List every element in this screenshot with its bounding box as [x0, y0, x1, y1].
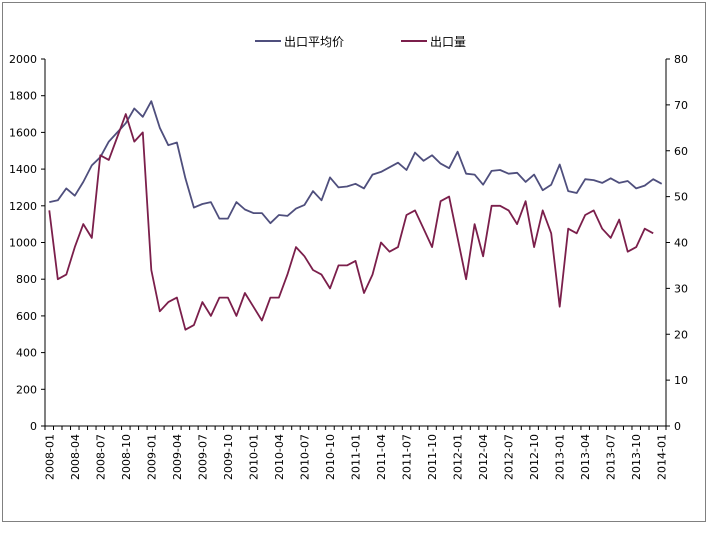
left-tick-label: 600 [16, 310, 37, 323]
right-tick-label: 30 [674, 282, 688, 295]
x-tick-label: 2012-07 [503, 434, 516, 480]
x-tick-label: 2012-10 [528, 434, 541, 480]
x-tick-label: 2008-07 [94, 434, 107, 480]
left-tick-label: 1400 [9, 163, 37, 176]
x-tick-label: 2010-01 [247, 434, 260, 480]
right-tick-label: 40 [674, 237, 688, 250]
left-tick-label: 1000 [9, 237, 37, 250]
x-tick-label: 2012-01 [452, 434, 465, 480]
x-tick-label: 2010-07 [298, 434, 311, 480]
right-tick-label: 50 [674, 191, 688, 204]
x-tick-label: 2012-04 [477, 434, 490, 480]
series-line-avg-price [49, 100, 663, 225]
x-tick-label: 2009-01 [145, 434, 158, 480]
legend-label: 出口量 [430, 35, 466, 49]
left-tick-label: 0 [30, 420, 37, 433]
x-tick-label: 2010-04 [273, 434, 286, 480]
x-tick-label: 2013-10 [630, 434, 643, 480]
x-tick-label: 2008-04 [69, 434, 82, 480]
left-tick-label: 1800 [9, 90, 37, 103]
right-tick-label: 20 [674, 328, 688, 341]
left-tick-label: 1600 [9, 126, 37, 139]
right-tick-label: 0 [674, 420, 681, 433]
ticks: 0 200 400 600 800 1000 1200 1400 1600 1800 2000 0 10… [9, 53, 688, 480]
left-tick-label: 200 [16, 383, 37, 396]
x-tick-label: 2008-01 [43, 434, 56, 480]
x-tick-label: 2013-04 [579, 434, 592, 480]
x-tick-label: 2013-01 [554, 434, 567, 480]
right-tick-label: 70 [674, 99, 688, 112]
left-tick-label: 800 [16, 273, 37, 286]
x-tick-label: 2011-10 [426, 434, 439, 480]
legend: 出口平均价 出口量 [255, 35, 466, 49]
left-tick-label: 400 [16, 347, 37, 360]
x-tick-label: 2011-04 [375, 434, 388, 480]
x-tick-label: 2009-10 [222, 434, 235, 480]
x-tick-label: 2009-07 [196, 434, 209, 480]
x-tick-label: 2010-10 [324, 434, 337, 480]
series-line-volume [48, 113, 654, 331]
x-tick-label: 2013-07 [605, 434, 618, 480]
legend-label: 出口平均价 [284, 35, 344, 49]
line-chart: 0 200 400 600 800 1000 1200 1400 1600 1800 2000 0 10… [9, 35, 688, 480]
x-tick-label: 2011-07 [401, 434, 414, 480]
left-tick-label: 2000 [9, 53, 37, 66]
chart-frame: 0 200 400 600 800 1000 1200 1400 1600 1800 2000 0 10… [2, 2, 706, 522]
right-tick-label: 80 [674, 53, 688, 66]
x-tick-label: 2011-01 [350, 434, 363, 480]
right-tick-label: 60 [674, 145, 688, 158]
x-tick-label: 2009-04 [171, 434, 184, 480]
right-tick-label: 10 [674, 374, 688, 387]
axes [44, 59, 667, 427]
x-tick-label: 2014-01 [656, 434, 669, 480]
series-lines [48, 100, 663, 331]
x-tick-label: 2008-10 [120, 434, 133, 480]
left-tick-label: 1200 [9, 200, 37, 213]
